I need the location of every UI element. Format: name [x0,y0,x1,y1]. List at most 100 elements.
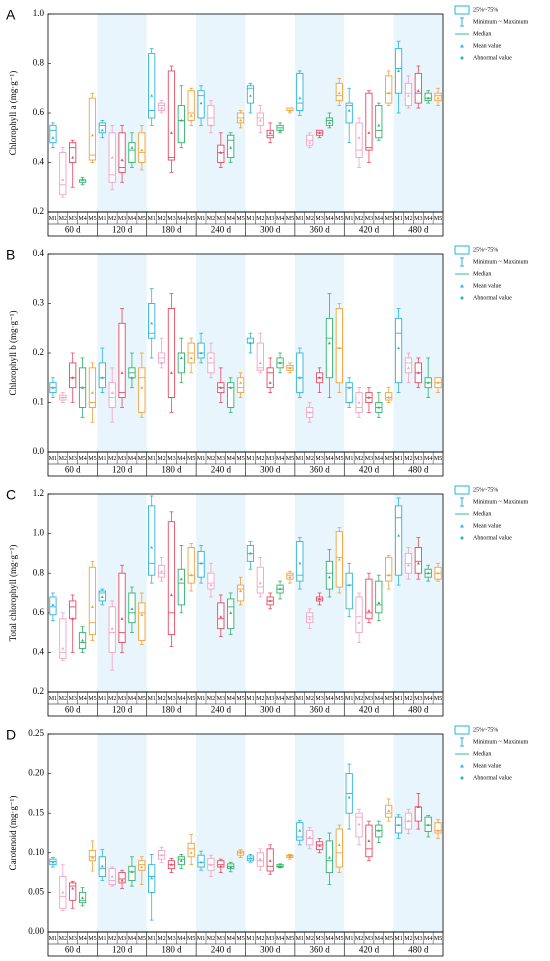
treatment-label: M2 [306,216,314,222]
mean [308,617,312,620]
legend-label: Minimum ~ Maximum [473,499,529,505]
mean [209,356,213,360]
mean [347,583,351,587]
mean [169,131,173,134]
mean [268,599,272,603]
mean [268,859,272,862]
treatment-label: M3 [365,936,373,942]
box [177,352,185,374]
box [118,572,126,643]
mean [426,381,430,384]
mean [219,615,223,618]
treatment-label: M2 [157,936,165,942]
mean [169,863,173,866]
mean [229,386,233,389]
legend-outlier [460,56,464,60]
treatment-label: M2 [157,456,165,462]
mean [258,118,262,122]
group-label: 120 d [112,465,133,475]
treatment-label: M2 [157,216,165,222]
treatment-label: M1 [148,696,156,702]
treatment-label: M4 [424,216,432,222]
treatment-label: M3 [266,936,274,942]
mean [110,155,114,159]
treatment-label: M5 [138,936,146,942]
box [148,303,156,339]
mean [436,829,440,832]
box [207,572,215,590]
treatment-label: M4 [177,936,185,942]
y-tick-label: 0.2 [33,686,44,696]
treatment-label: M2 [306,936,314,942]
treatment-label: M5 [138,216,146,222]
treatment-label: M1 [345,456,353,462]
mean [387,91,391,95]
mean [288,366,292,369]
y-tick-label: 0.00 [28,926,44,936]
y-tick-label: 0.25 [28,728,44,738]
treatment-label: M5 [434,936,442,942]
mean [219,151,223,154]
mean [416,371,420,374]
box [187,547,195,584]
box [335,828,343,868]
treatment-label: M3 [69,456,77,462]
treatment-label: M4 [78,216,86,222]
mean [120,878,124,882]
mean [90,391,94,394]
mean [130,146,134,149]
mean [140,865,144,869]
treatment-label: M2 [207,696,215,702]
mean [278,587,282,591]
mean [51,603,55,606]
mean [278,864,282,868]
box [59,152,67,196]
box [345,572,353,610]
treatment-label: M5 [434,456,442,462]
group-shade [196,734,246,932]
mean [337,557,341,561]
mean [416,561,420,565]
legend-box [454,725,470,735]
group-label: 240 d [211,225,232,235]
treatment-label: M2 [157,696,165,702]
treatment-label: M2 [108,936,116,942]
legend-outlier [460,296,464,300]
treatment-label: M5 [286,216,294,222]
group-label: 300 d [260,945,281,955]
legend-mean [460,44,464,48]
box [355,596,363,634]
group-label: 120 d [112,705,133,715]
legend-box [454,485,470,495]
treatment-label: M4 [325,216,333,222]
group-label: 360 d [309,225,330,235]
mean [416,805,420,808]
mean [71,617,75,620]
treatment-label: M4 [177,696,185,702]
treatment-label: M4 [78,936,86,942]
treatment-label: M4 [227,936,235,942]
box [365,92,373,151]
box [88,566,97,636]
treatment-label: M1 [246,696,254,702]
mean [357,822,361,826]
group-label: 240 d [211,705,232,715]
mean [90,133,94,137]
treatment-label: M1 [394,216,402,222]
mean [248,94,252,97]
mean [268,381,272,384]
mean [258,361,262,364]
treatment-label: M5 [187,696,195,702]
box [256,342,264,371]
legend-label: Mean value [473,523,501,529]
mean [199,561,203,565]
mean [426,823,430,827]
mean [169,593,173,597]
mean [209,123,213,127]
mean [160,853,164,857]
treatment-label: M2 [256,456,264,462]
panel-label: D [6,727,16,743]
legend-box [454,245,470,255]
group-label: 240 d [211,945,232,955]
treatment-label: M3 [315,216,323,222]
